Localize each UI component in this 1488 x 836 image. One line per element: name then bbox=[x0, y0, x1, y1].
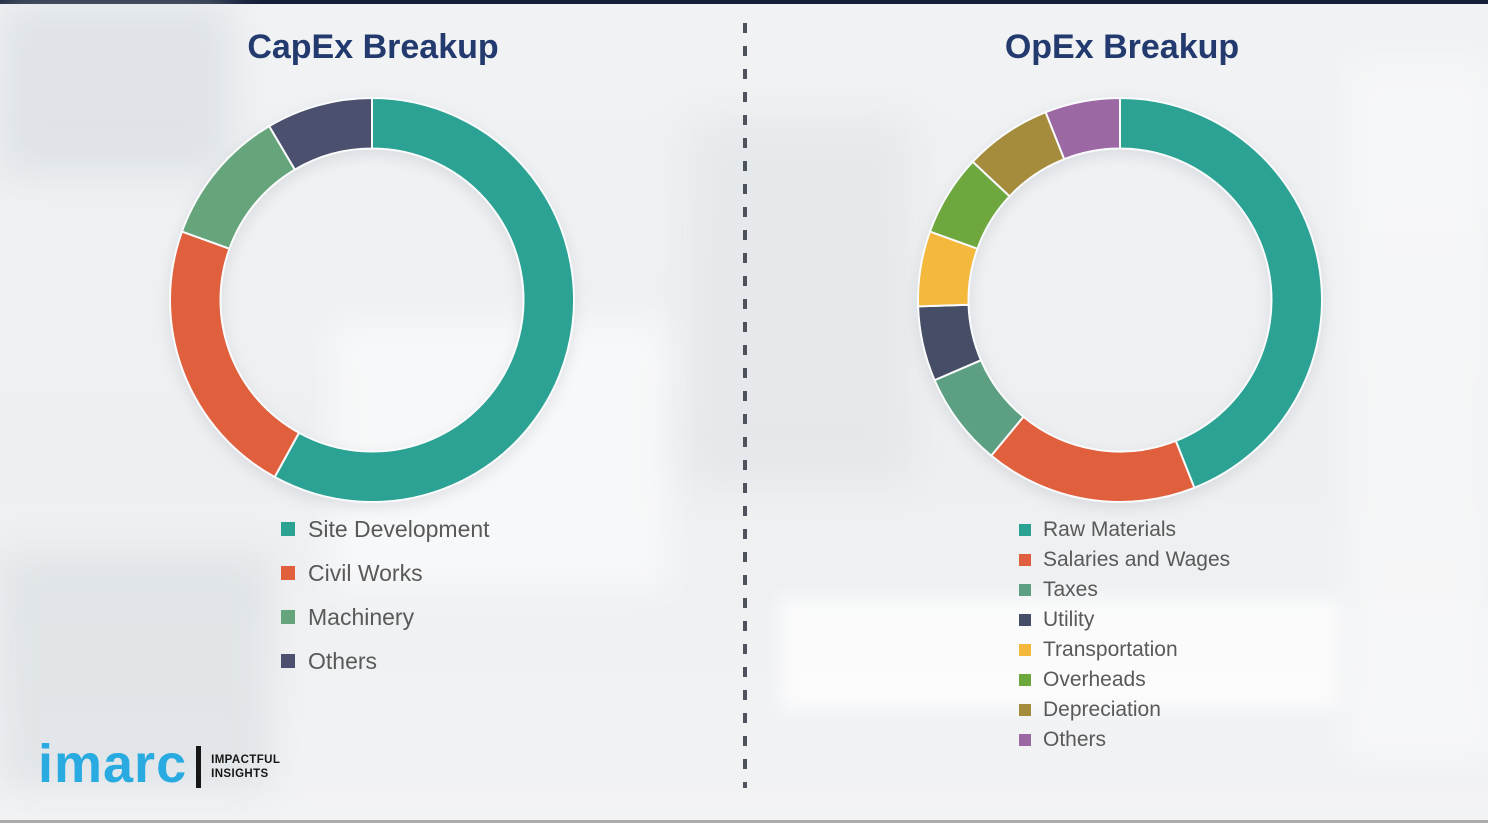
logo-tagline: IMPACTFUL INSIGHTS bbox=[211, 753, 280, 782]
legend-swatch bbox=[1019, 554, 1031, 566]
donut-segment-site-development bbox=[273, 96, 576, 503]
logo-divider-bar bbox=[196, 746, 202, 788]
legend-swatch bbox=[1019, 584, 1031, 596]
legend-item-taxes: Taxes bbox=[1019, 575, 1230, 605]
bottom-border bbox=[0, 820, 1488, 823]
legend-item-others: Others bbox=[1019, 725, 1230, 755]
legend-swatch bbox=[1019, 674, 1031, 686]
legend-label: Transportation bbox=[1043, 638, 1178, 661]
dashed-divider-line bbox=[743, 23, 747, 788]
legend-label: Machinery bbox=[308, 603, 415, 630]
imarc-logo-text: imarc bbox=[38, 734, 188, 794]
logo-tagline-line1: IMPACTFUL bbox=[211, 753, 281, 766]
legend-swatch bbox=[281, 610, 295, 624]
legend-swatch bbox=[1019, 704, 1031, 716]
capex-legend: Site Development Civil Works Machinery Othe… bbox=[281, 507, 490, 683]
legend-label: Raw Materials bbox=[1043, 518, 1177, 541]
legend-item-site-development: Site Development bbox=[281, 507, 490, 551]
donut-segment-others bbox=[267, 96, 373, 171]
opex-legend: Raw Materials Salaries and Wages Taxes Util… bbox=[1019, 515, 1230, 755]
legend-swatch bbox=[281, 654, 295, 668]
legend-label: Others bbox=[1043, 728, 1107, 751]
donut-segment-salaries-and-wages bbox=[989, 415, 1196, 503]
donut-segment-raw-materials bbox=[1119, 96, 1323, 490]
legend-item-transportation: Transportation bbox=[1019, 635, 1230, 665]
legend-item-salaries-and-wages: Salaries and Wages bbox=[1019, 545, 1230, 575]
legend-item-raw-materials: Raw Materials bbox=[1019, 515, 1230, 545]
legend-swatch bbox=[281, 522, 295, 536]
legend-swatch bbox=[281, 566, 295, 580]
bottom-strip bbox=[0, 823, 1488, 836]
donut-svg bbox=[917, 96, 1323, 503]
logo-tagline-line2: INSIGHTS bbox=[211, 768, 269, 780]
top-border bbox=[0, 0, 1488, 4]
legend-item-others: Others bbox=[281, 639, 490, 683]
opex-chart-title: OpEx Breakup bbox=[1004, 28, 1240, 66]
legend-label: Civil Works bbox=[308, 559, 423, 586]
legend-label: Site Development bbox=[308, 515, 490, 542]
legend-label: Taxes bbox=[1043, 578, 1098, 601]
imarc-logo: imarc IMPACTFUL INSIGHTS bbox=[38, 736, 280, 792]
legend-label: Salaries and Wages bbox=[1043, 548, 1231, 571]
legend-label: Utility bbox=[1043, 608, 1095, 631]
donut-segment-machinery bbox=[180, 124, 297, 250]
background-texture bbox=[1345, 60, 1488, 760]
opex-donut-chart bbox=[915, 95, 1325, 505]
legend-swatch bbox=[1019, 524, 1031, 536]
legend-item-machinery: Machinery bbox=[281, 595, 490, 639]
legend-swatch bbox=[1019, 644, 1031, 656]
legend-label: Overheads bbox=[1043, 668, 1146, 691]
legend-item-utility: Utility bbox=[1019, 605, 1230, 635]
legend-swatch bbox=[1019, 614, 1031, 626]
legend-label: Others bbox=[308, 647, 378, 674]
legend-item-depreciation: Depreciation bbox=[1019, 695, 1230, 725]
legend-swatch bbox=[1019, 734, 1031, 746]
capex-chart-title: CapEx Breakup bbox=[247, 28, 499, 66]
capex-donut-chart bbox=[167, 95, 577, 505]
background-texture bbox=[690, 120, 910, 480]
donut-segment-civil-works bbox=[169, 230, 301, 479]
donut-segment-others bbox=[1044, 96, 1121, 161]
legend-label: Depreciation bbox=[1043, 698, 1161, 721]
legend-item-civil-works: Civil Works bbox=[281, 551, 490, 595]
legend-item-overheads: Overheads bbox=[1019, 665, 1230, 695]
donut-svg bbox=[169, 96, 576, 503]
